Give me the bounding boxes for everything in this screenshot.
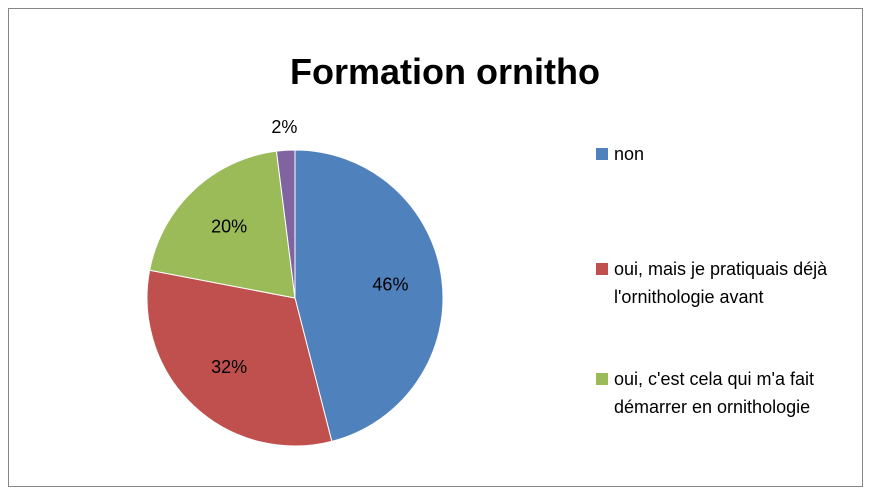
pie-slice [146,269,333,447]
pie-slice [275,149,296,299]
chart-title: Formation ornitho [290,51,600,92]
legend-swatch [596,148,608,160]
legend-label: oui, mais je pratiquais déjà l'ornitholo… [614,259,828,307]
legend-entry: oui, mais je pratiquais déjà l'ornitholo… [596,255,836,311]
legend-entry: oui, c'est cela qui m'a fait démarrer en… [596,365,836,421]
legend-swatch [596,373,608,385]
data-label: 2% [271,117,297,137]
data-label: 32% [211,357,247,377]
legend-label: non [614,144,645,164]
pie-slice [149,150,296,299]
pie-slice [294,149,444,442]
legend-swatch [596,263,608,275]
data-label: 46% [372,275,408,295]
legend-label: oui, c'est cela qui m'a fait démarrer en… [614,369,814,417]
legend-entry: non [596,140,644,168]
chart-border [8,8,863,487]
data-label: 20% [211,217,247,237]
